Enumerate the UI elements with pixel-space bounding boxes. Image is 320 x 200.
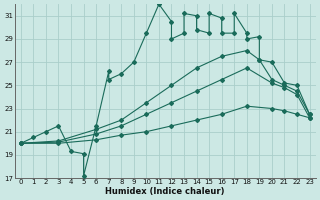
X-axis label: Humidex (Indice chaleur): Humidex (Indice chaleur)	[106, 187, 225, 196]
